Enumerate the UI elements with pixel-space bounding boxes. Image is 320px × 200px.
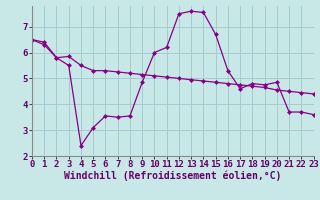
X-axis label: Windchill (Refroidissement éolien,°C): Windchill (Refroidissement éolien,°C): [64, 171, 282, 181]
